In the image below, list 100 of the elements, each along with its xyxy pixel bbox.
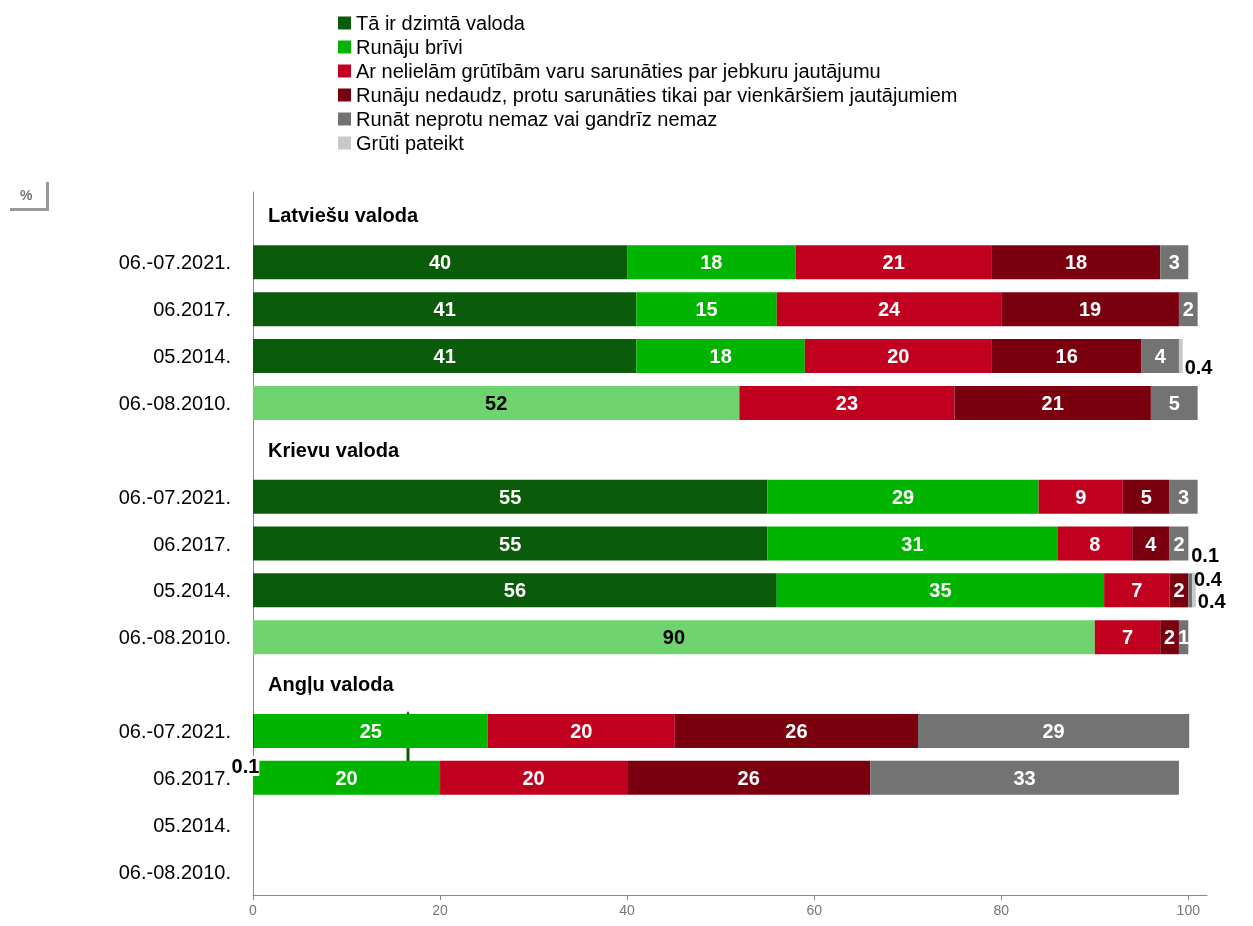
bar — [253, 245, 628, 280]
bar — [1104, 573, 1170, 608]
legend-label: Runāt neprotu nemaz vai gandrīz nemaz — [356, 108, 718, 130]
legend-label: Ar nelielām grūtībām varu sarunāties par jebkuru jautājumu — [356, 60, 881, 82]
x-tick-label: 60 — [806, 902, 823, 918]
bar — [1178, 339, 1183, 374]
bar — [767, 479, 1039, 514]
data-label: 35 — [929, 579, 952, 602]
data-label: 15 — [695, 298, 718, 321]
bar — [991, 339, 1142, 374]
data-label: 29 — [1042, 719, 1065, 742]
annotation: Latviešu valoda — [268, 204, 419, 227]
bar — [795, 245, 992, 280]
data-label: 16 — [1055, 345, 1078, 368]
y-tick-label: 06.-08.2010. — [118, 626, 231, 649]
bar — [487, 713, 675, 748]
data-label: 26 — [785, 719, 808, 742]
bar — [253, 713, 488, 748]
bar — [253, 620, 1095, 655]
data-label: 25 — [359, 719, 382, 742]
data-label: 18 — [1064, 251, 1088, 274]
x-tick-label: 80 — [993, 902, 1010, 918]
data-label: 2 — [1173, 579, 1185, 602]
data-label: 31 — [901, 532, 924, 555]
data-label: 55 — [499, 485, 522, 508]
data-label: 0.1 — [231, 754, 260, 777]
bar — [1141, 339, 1179, 374]
data-label: 2 — [1173, 532, 1185, 555]
data-label: 0.4 — [1197, 590, 1227, 613]
bar — [627, 760, 871, 795]
y-tick-label: 06.-08.2010. — [118, 391, 231, 414]
bar — [739, 385, 955, 420]
data-label: 2 — [1182, 298, 1194, 321]
annotation: Angļu valoda — [268, 673, 395, 696]
bar — [767, 526, 1058, 561]
data-label: 55 — [499, 532, 522, 555]
bar — [636, 292, 777, 327]
bar — [627, 245, 796, 280]
x-tick-label: 20 — [432, 902, 449, 918]
legend-label: Runāju brīvi — [356, 36, 463, 58]
bar — [253, 573, 777, 608]
text: % — [20, 187, 33, 203]
data-label: 0.1 — [1191, 543, 1220, 566]
bar — [253, 292, 637, 327]
bar — [440, 760, 628, 795]
data-label: 41 — [433, 298, 456, 321]
y-tick-label: 06.2017. — [153, 766, 231, 789]
bar — [991, 245, 1161, 280]
data-label: 4 — [1154, 345, 1167, 368]
y-tick-label: 06.2017. — [153, 298, 231, 321]
bar — [1001, 292, 1179, 327]
y-tick-label: 06.-08.2010. — [118, 860, 231, 883]
data-label: 20 — [335, 766, 358, 789]
data-label: 0.4 — [1184, 356, 1214, 379]
data-label: 9 — [1075, 485, 1087, 508]
data-label: 19 — [1078, 298, 1102, 321]
data-label: 20 — [570, 719, 593, 742]
data-label: 26 — [737, 766, 760, 789]
data-label: 20 — [887, 345, 910, 368]
annotation: Krievu valoda — [268, 438, 401, 461]
data-label: 33 — [1013, 766, 1036, 789]
bar — [1188, 573, 1193, 608]
bar — [1094, 620, 1161, 655]
data-label: 29 — [891, 485, 915, 508]
data-label: 5 — [1140, 485, 1152, 508]
bar — [1150, 385, 1198, 420]
data-label: 5 — [1168, 391, 1180, 414]
bar — [674, 713, 918, 748]
data-label: 18 — [709, 345, 732, 368]
bar — [253, 385, 740, 420]
data-label: 21 — [882, 251, 905, 274]
data-label: 18 — [700, 251, 723, 274]
legend-label: Grūti pateikt — [356, 132, 465, 154]
bar — [917, 713, 1190, 748]
bar — [1132, 526, 1170, 561]
bar — [253, 526, 768, 561]
bar — [954, 385, 1151, 420]
data-label: 56 — [503, 579, 527, 602]
bar — [1057, 526, 1133, 561]
data-label: 24 — [877, 298, 901, 321]
y-tick-label: 05.2014. — [153, 579, 231, 602]
y-tick-label: 06.-07.2021. — [118, 251, 231, 274]
bar — [870, 760, 1179, 795]
data-label: 3 — [1168, 251, 1180, 274]
data-label: 23 — [835, 391, 859, 414]
data-label: 3 — [1178, 485, 1190, 508]
data-label: 8 — [1089, 532, 1101, 555]
data-label: 7 — [1131, 579, 1143, 602]
data-label: 21 — [1041, 391, 1064, 414]
x-tick-label: 40 — [619, 902, 636, 918]
y-tick-label: 06.2017. — [153, 532, 231, 555]
bar — [1192, 573, 1196, 608]
bar — [1038, 479, 1123, 514]
data-label: 40 — [428, 251, 452, 274]
data-label: 7 — [1121, 626, 1134, 649]
x-tick-label: 100 — [1176, 902, 1201, 918]
bar — [776, 292, 1002, 327]
data-label: 20 — [522, 766, 545, 789]
bar — [636, 339, 805, 374]
bar — [253, 479, 768, 514]
